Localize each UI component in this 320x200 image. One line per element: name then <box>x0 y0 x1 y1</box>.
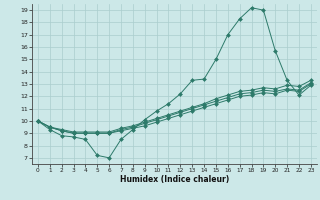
X-axis label: Humidex (Indice chaleur): Humidex (Indice chaleur) <box>120 175 229 184</box>
